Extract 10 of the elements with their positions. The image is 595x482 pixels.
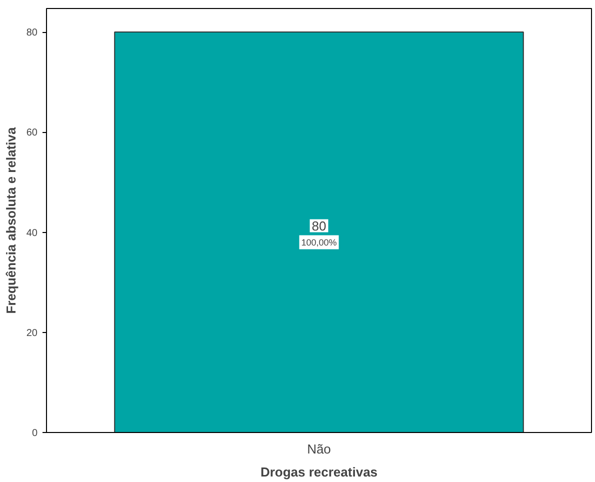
y-tick-label: 40 (26, 228, 38, 239)
y-axis-title: Frequência absoluta e relativa (3, 126, 18, 314)
x-tick-label: Não (307, 442, 331, 456)
annotation: 100,00% (301, 237, 337, 248)
y-tick-label: 60 (26, 128, 38, 139)
y-tick-label: 80 (26, 28, 38, 39)
data-label: 80 (312, 218, 326, 234)
y-tick-label: 20 (26, 328, 38, 339)
y-tick-label: 0 (32, 428, 38, 439)
x-axis-title: Drogas recreativas (260, 464, 378, 480)
